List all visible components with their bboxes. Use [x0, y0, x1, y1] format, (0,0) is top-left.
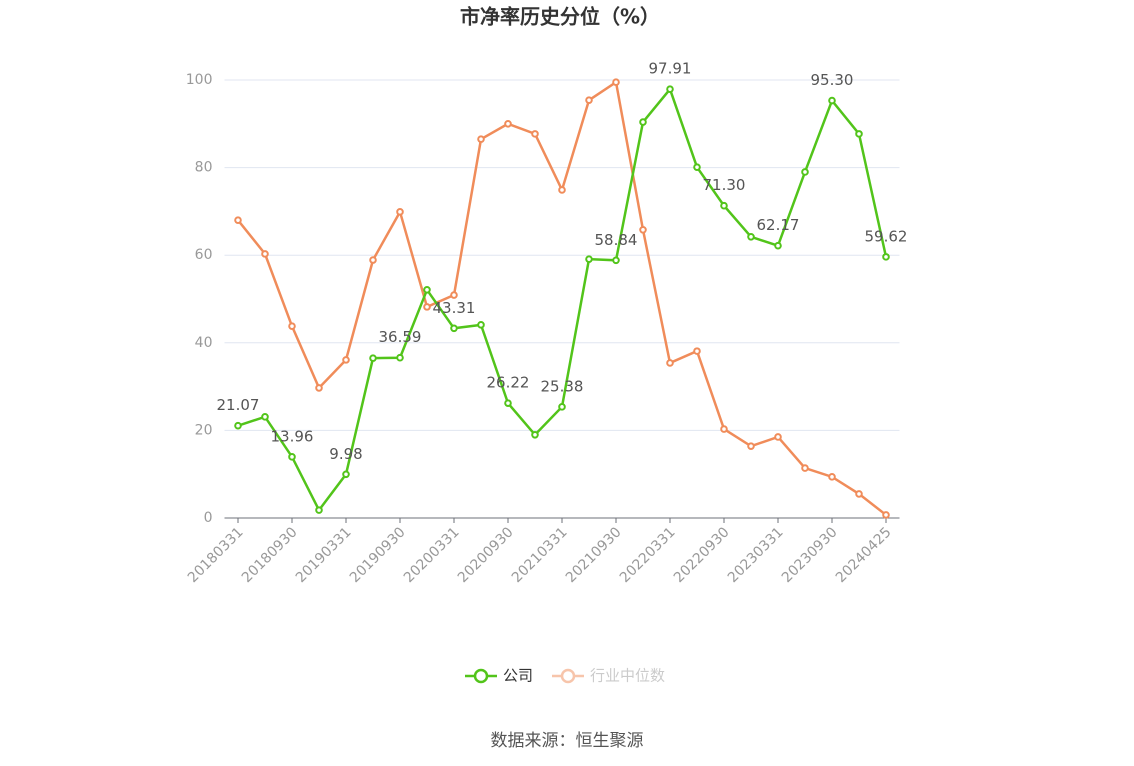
source-note: 数据来源：恒生聚源	[491, 731, 644, 751]
data-point	[315, 506, 323, 514]
data-point	[882, 253, 890, 261]
data-point	[288, 453, 296, 461]
data-point	[666, 85, 674, 93]
data-label: 95.30	[811, 71, 854, 89]
legend-label: 行业中位数	[590, 667, 665, 685]
legend-marker	[473, 668, 489, 684]
data-point	[558, 403, 566, 411]
y-tick-label: 20	[195, 422, 213, 438]
x-tick-label: 20180930	[239, 524, 301, 586]
data-point	[585, 255, 593, 263]
data-point	[234, 216, 242, 224]
data-point	[369, 256, 377, 264]
data-point	[450, 324, 458, 333]
data-point	[774, 241, 782, 250]
legend-marker	[560, 668, 576, 684]
legend-item[interactable]: 行业中位数	[552, 667, 665, 685]
data-point	[477, 135, 485, 143]
x-tick-label: 20200331	[401, 524, 463, 586]
data-label: 43.31	[433, 299, 476, 317]
data-point	[693, 163, 701, 171]
chart-title: 市净率历史分位（%）	[460, 5, 660, 29]
data-label: 62.17	[757, 216, 800, 234]
data-point	[747, 442, 755, 450]
data-label: 21.07	[217, 396, 260, 414]
data-point	[423, 303, 431, 311]
data-label: 25.38	[541, 377, 584, 395]
y-tick-label: 40	[195, 335, 213, 351]
data-point	[774, 433, 782, 441]
data-label: 97.91	[649, 60, 692, 78]
data-point	[342, 470, 350, 479]
y-tick-label: 100	[186, 72, 213, 88]
data-label: 9.98	[329, 445, 362, 463]
y-tick-label: 80	[195, 160, 213, 176]
data-point	[531, 430, 539, 439]
x-tick-label: 20230930	[779, 524, 841, 586]
x-tick-label: 20220331	[617, 524, 679, 586]
data-point	[531, 130, 539, 138]
legend-item[interactable]: 公司	[465, 667, 533, 685]
data-point	[639, 118, 647, 126]
x-tick-label: 20220930	[671, 524, 733, 586]
data-point	[720, 201, 728, 210]
x-tick-label: 20240425	[833, 524, 895, 586]
data-point	[396, 353, 404, 362]
x-tick-label: 20200930	[455, 524, 517, 586]
data-point	[315, 384, 323, 392]
data-point	[612, 78, 620, 86]
data-point	[504, 399, 512, 407]
data-point	[423, 286, 431, 294]
data-point	[801, 464, 809, 472]
data-label: 59.62	[865, 227, 908, 245]
data-point	[504, 120, 512, 128]
x-tick-label: 20190930	[347, 524, 409, 586]
data-point	[882, 511, 890, 519]
data-point	[369, 354, 377, 362]
data-point	[261, 413, 269, 421]
data-point	[396, 208, 404, 216]
y-tick-label: 0	[204, 510, 213, 526]
data-point	[450, 291, 458, 299]
y-tick-label: 60	[195, 247, 213, 263]
data-label: 36.59	[379, 328, 422, 346]
x-tick-label: 20230331	[725, 524, 787, 586]
x-tick-label: 20210930	[563, 524, 625, 586]
data-point	[828, 473, 836, 481]
data-point	[639, 225, 647, 234]
data-point	[801, 168, 809, 176]
data-point	[612, 256, 620, 265]
data-label: 26.22	[487, 374, 530, 392]
data-point	[747, 233, 755, 241]
data-point	[720, 425, 728, 433]
data-point	[855, 130, 863, 138]
data-point	[234, 421, 242, 430]
data-point	[288, 322, 296, 330]
data-point	[261, 250, 269, 258]
data-point	[693, 347, 701, 355]
x-tick-label: 20190331	[293, 524, 355, 586]
data-label: 58.84	[595, 231, 638, 249]
data-point	[585, 96, 593, 104]
data-label: 13.96	[271, 427, 314, 445]
data-point	[558, 186, 566, 194]
data-point	[855, 490, 863, 498]
x-tick-label: 20210331	[509, 524, 571, 586]
data-label: 71.30	[703, 176, 746, 194]
x-tick-label: 20180331	[185, 524, 247, 586]
data-point	[342, 356, 350, 364]
data-point	[828, 96, 836, 105]
legend-label: 公司	[503, 667, 533, 685]
data-point	[666, 359, 674, 367]
data-point	[477, 321, 485, 329]
